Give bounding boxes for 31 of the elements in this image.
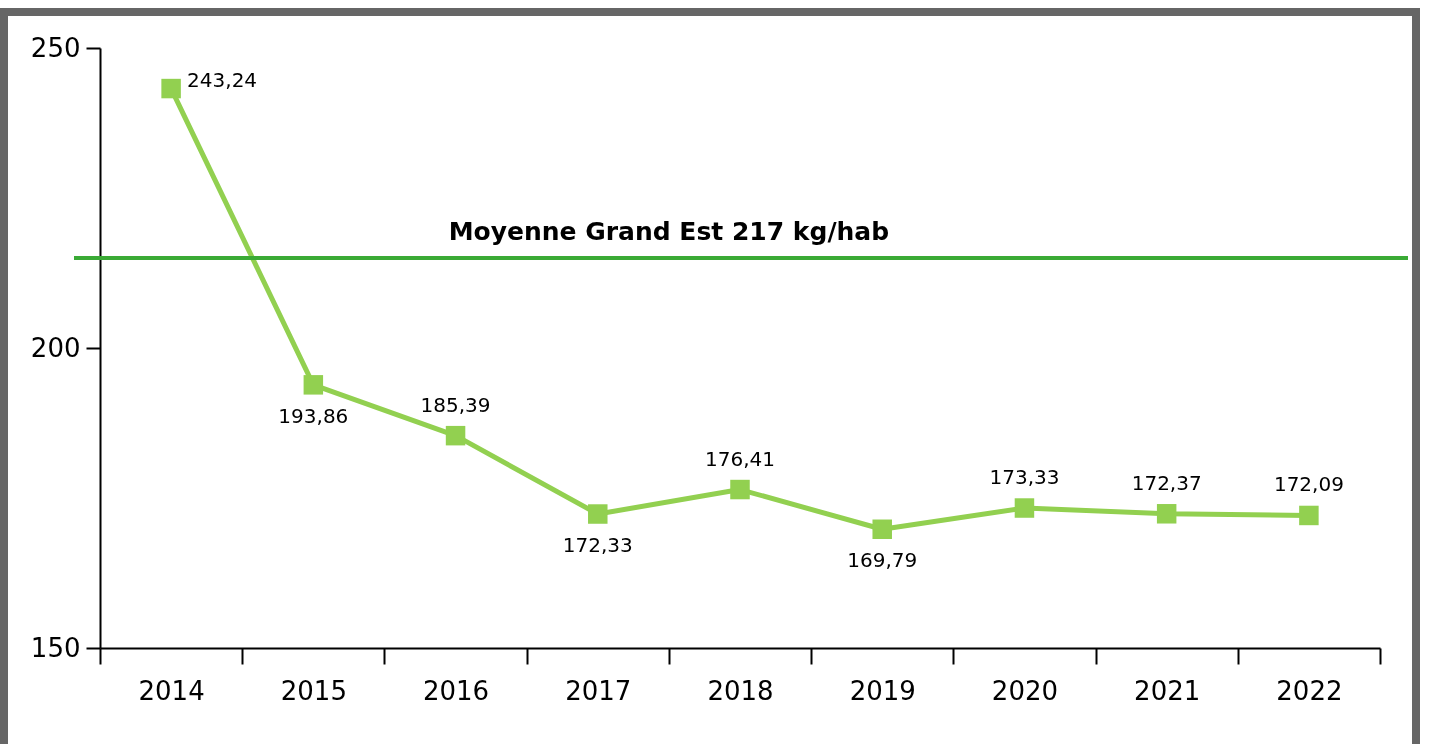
point	[445, 425, 466, 446]
point	[1014, 498, 1035, 518]
data-label: 193,86	[278, 403, 349, 428]
data-label: 185,39	[420, 392, 491, 417]
point	[1156, 504, 1177, 524]
point	[730, 479, 750, 500]
data-label: 176,41	[705, 446, 775, 471]
data-label: 172,37	[1131, 470, 1202, 495]
x-tick-label: 2021	[1134, 675, 1201, 706]
x-tick-label: 2019	[849, 675, 916, 706]
y-tick-label: 150	[30, 632, 81, 663]
point	[161, 78, 181, 99]
x-tick-label: 2016	[422, 675, 490, 706]
point	[303, 375, 324, 395]
x-tick-label: 2018	[707, 675, 774, 706]
y-tick-label: 250	[30, 32, 81, 63]
x-tick-label: 2014	[138, 675, 205, 706]
data-label: 243,24	[187, 67, 258, 92]
point	[1299, 505, 1319, 526]
x-tick-label: 2022	[1276, 675, 1343, 706]
x-tick-label: 2017	[565, 675, 632, 706]
point	[588, 504, 608, 524]
data-label: 172,33	[562, 533, 633, 558]
data-label: 173,33	[989, 465, 1060, 490]
x-tick-label: 2015	[280, 675, 347, 706]
x-tick-label: 2020	[991, 675, 1059, 706]
data-label: 169,79	[847, 548, 918, 573]
ref-line-label: Moyenne Grand Est 217 kg/hab	[448, 217, 890, 246]
data-label: 172,09	[1273, 472, 1344, 497]
point	[872, 519, 892, 540]
y-tick-label: 200	[30, 332, 81, 363]
